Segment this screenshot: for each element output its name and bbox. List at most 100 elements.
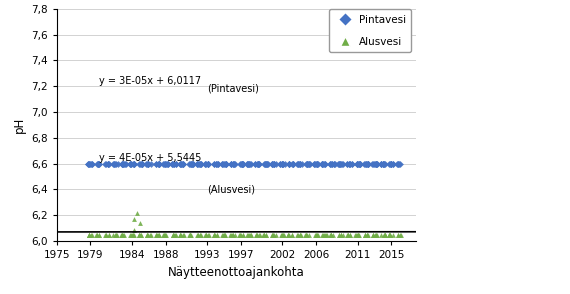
Point [151, 161, 160, 166]
Point [185, 161, 194, 166]
Point [105, 161, 114, 166]
Point [254, 161, 263, 166]
Point [172, 161, 181, 166]
Point [353, 232, 363, 237]
Point [238, 232, 247, 237]
Point [203, 161, 213, 166]
Point [155, 161, 164, 166]
Point [310, 232, 319, 237]
Point [355, 161, 364, 166]
Point [160, 232, 169, 237]
Point [295, 161, 304, 166]
Point [261, 232, 270, 237]
Point [386, 161, 396, 166]
Text: (Pintavesi): (Pintavesi) [207, 83, 259, 93]
Point [329, 161, 339, 166]
Point [313, 232, 322, 237]
Point [127, 161, 136, 166]
Point [111, 232, 120, 237]
Point [317, 161, 327, 166]
Point [176, 232, 185, 237]
Point [117, 161, 126, 166]
Point [95, 232, 104, 237]
Point [389, 161, 398, 166]
Point [137, 232, 146, 237]
Point [380, 232, 389, 237]
Point [153, 161, 162, 166]
Point [262, 161, 271, 166]
Point [134, 161, 143, 166]
Point [368, 161, 377, 166]
Point [278, 161, 287, 166]
Point [93, 232, 102, 237]
Point [386, 161, 395, 166]
Point [214, 161, 223, 166]
Point [364, 161, 373, 166]
Point [221, 232, 230, 237]
Point [351, 232, 360, 237]
Point [137, 161, 146, 166]
Point [84, 232, 93, 237]
Point [177, 161, 186, 166]
Point [253, 232, 262, 237]
Point [176, 232, 185, 237]
Point [279, 232, 288, 237]
Point [288, 161, 297, 166]
Point [118, 232, 127, 237]
Point [188, 161, 197, 166]
Point [87, 232, 96, 237]
Point [296, 161, 305, 166]
Point [352, 161, 361, 166]
Point [321, 232, 331, 237]
Point [230, 232, 239, 237]
Point [83, 161, 92, 166]
Point [121, 161, 131, 166]
Point [368, 232, 377, 237]
Point [217, 161, 226, 166]
Point [335, 232, 344, 237]
Point [302, 161, 311, 166]
Point [371, 161, 380, 166]
Point [276, 161, 285, 166]
Point [277, 161, 286, 166]
Point [163, 161, 172, 166]
Point [344, 161, 353, 166]
Point [94, 232, 103, 237]
Point [213, 161, 222, 166]
Point [288, 161, 298, 166]
Point [170, 232, 180, 237]
Point [84, 232, 93, 237]
Point [136, 161, 145, 166]
Point [221, 232, 230, 237]
Point [386, 161, 396, 166]
Point [294, 161, 303, 166]
Point [353, 161, 362, 166]
Point [318, 161, 327, 166]
Point [210, 161, 219, 166]
Point [93, 161, 103, 166]
Point [263, 161, 272, 166]
Point [321, 161, 330, 166]
Point [104, 161, 113, 166]
Point [354, 161, 363, 166]
Point [362, 161, 371, 166]
Point [372, 161, 381, 166]
Point [380, 161, 389, 166]
Point [303, 161, 312, 166]
Point [119, 161, 128, 166]
Point [210, 232, 219, 237]
Point [245, 161, 254, 166]
Point [204, 161, 213, 166]
Point [186, 232, 195, 237]
Point [386, 161, 396, 166]
Point [313, 161, 322, 166]
Point [246, 232, 255, 237]
Point [312, 232, 321, 237]
Point [253, 161, 262, 166]
Point [195, 232, 204, 237]
Point [335, 161, 344, 166]
Point [395, 161, 404, 166]
Point [259, 232, 268, 237]
Point [87, 161, 96, 166]
Point [336, 232, 345, 237]
